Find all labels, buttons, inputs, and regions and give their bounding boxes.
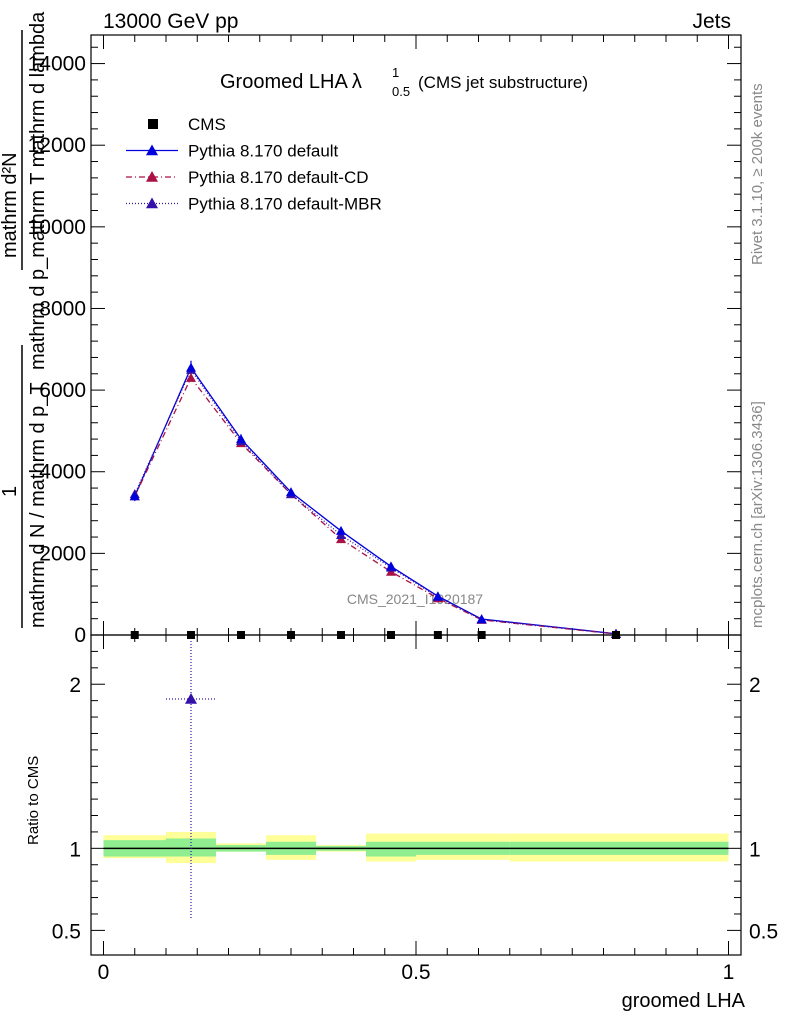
title-main: Groomed LHA λ — [220, 71, 362, 93]
ratio-axes: 0.5 0.5 1 1 2 2 — [52, 650, 778, 943]
main-y-tick-label: 0 — [74, 624, 86, 647]
ratio-y-tick-label: 1 — [69, 838, 81, 861]
cms-data-point — [130, 631, 139, 639]
ratio-y-tick-label: 0.5 — [52, 920, 81, 943]
title-subscript: 0.5 — [392, 84, 410, 99]
main-series — [129, 360, 621, 639]
x-tick-label: 1 — [723, 961, 735, 984]
cms-data-point — [477, 631, 486, 639]
ratio-ylabel: Ratio to CMS — [25, 756, 42, 845]
xlabel: groomed LHA — [622, 990, 746, 1012]
ratio-y-tick-label-right: 0.5 — [749, 920, 778, 943]
main-y-tick-label: 6000 — [39, 379, 86, 402]
x-axis: 0 0.5 1 — [98, 35, 735, 984]
analysis-watermark: CMS_2021_I1920187 — [347, 591, 483, 607]
ratio-y-tick-label-right: 1 — [749, 838, 761, 861]
cms-data-point — [387, 631, 395, 639]
legend-marker — [146, 144, 158, 156]
series-marker-2 — [186, 372, 196, 382]
main-y-tick-label: 14000 — [28, 53, 86, 76]
plot-title: Groomed LHA λ 1 0.5 (CMS jet substructure… — [220, 65, 588, 99]
ylabel-fraction2-denominator: mathrm d N / mathrm d p_T — [27, 382, 49, 628]
x-tick-label: 0 — [98, 961, 110, 984]
ylabel-fraction-numerator: mathrm d²N — [0, 152, 21, 258]
x-tick-label: 0.5 — [401, 961, 430, 984]
series-marker-1 — [432, 591, 443, 601]
cms-data-point — [612, 631, 620, 639]
ylabel-fraction-denominator: mathrm d p_mathrm T mathrm d lambda — [27, 11, 49, 370]
main-y-tick-label: 2000 — [39, 542, 86, 565]
main-y-tick-label: 8000 — [39, 297, 86, 320]
series-marker-1 — [186, 362, 196, 372]
cms-data-point — [337, 631, 345, 639]
series-marker-1 — [476, 614, 487, 624]
legend-marker — [146, 197, 158, 209]
rivet-label: Rivet 3.1.10, ≥ 200k events — [749, 83, 766, 265]
header-right: Jets — [692, 10, 731, 33]
main-ylabel: mathrm d²N mathrm d p_mathrm T mathrm d … — [0, 11, 49, 628]
ratio-band-inner — [166, 838, 216, 857]
legend-label: Pythia 8.170 default-MBR — [188, 195, 382, 214]
series-marker-1 — [386, 561, 396, 571]
legend-label: CMS — [188, 115, 226, 134]
legend-label: Pythia 8.170 default — [188, 142, 339, 161]
title-note: (CMS jet substructure) — [418, 73, 588, 92]
series-marker-1 — [236, 434, 246, 444]
header-left: 13000 GeV pp — [103, 10, 238, 33]
title-superscript: 1 — [392, 65, 399, 80]
ratio-series — [103, 635, 729, 919]
mcplots-label: mcplots.cern.ch [arXiv:1306.3436] — [749, 401, 766, 628]
main-y-tick-label: 10000 — [28, 216, 86, 239]
legend-label: Pythia 8.170 default-CD — [188, 168, 369, 187]
ratio-band-inner — [366, 841, 416, 857]
legend-marker — [148, 119, 158, 129]
series-marker-1 — [129, 491, 140, 501]
ylabel-fraction2-numerator: 1 — [0, 486, 21, 497]
cms-data-point — [433, 631, 442, 639]
ratio-y-tick-label: 2 — [69, 674, 81, 697]
series-marker-1 — [286, 487, 296, 497]
cms-data-point — [187, 631, 195, 639]
series-line-3 — [134, 368, 617, 635]
cms-data-point — [237, 631, 245, 639]
ratio-y-tick-label-right: 2 — [749, 674, 761, 697]
main-axes: 0 2000 4000 6000 8000 10000 12000 14000 — [28, 46, 741, 647]
legend-marker — [146, 171, 158, 182]
main-y-tick-label: 12000 — [28, 134, 86, 157]
cms-data-point — [287, 631, 295, 639]
ratio-mbr-point — [185, 693, 197, 704]
main-y-tick-label: 4000 — [39, 461, 86, 484]
series-marker-1 — [336, 525, 346, 535]
legend: CMS Pythia 8.170 default Pythia 8.170 defa… — [126, 115, 382, 214]
ratio-plot-frame — [90, 634, 742, 956]
